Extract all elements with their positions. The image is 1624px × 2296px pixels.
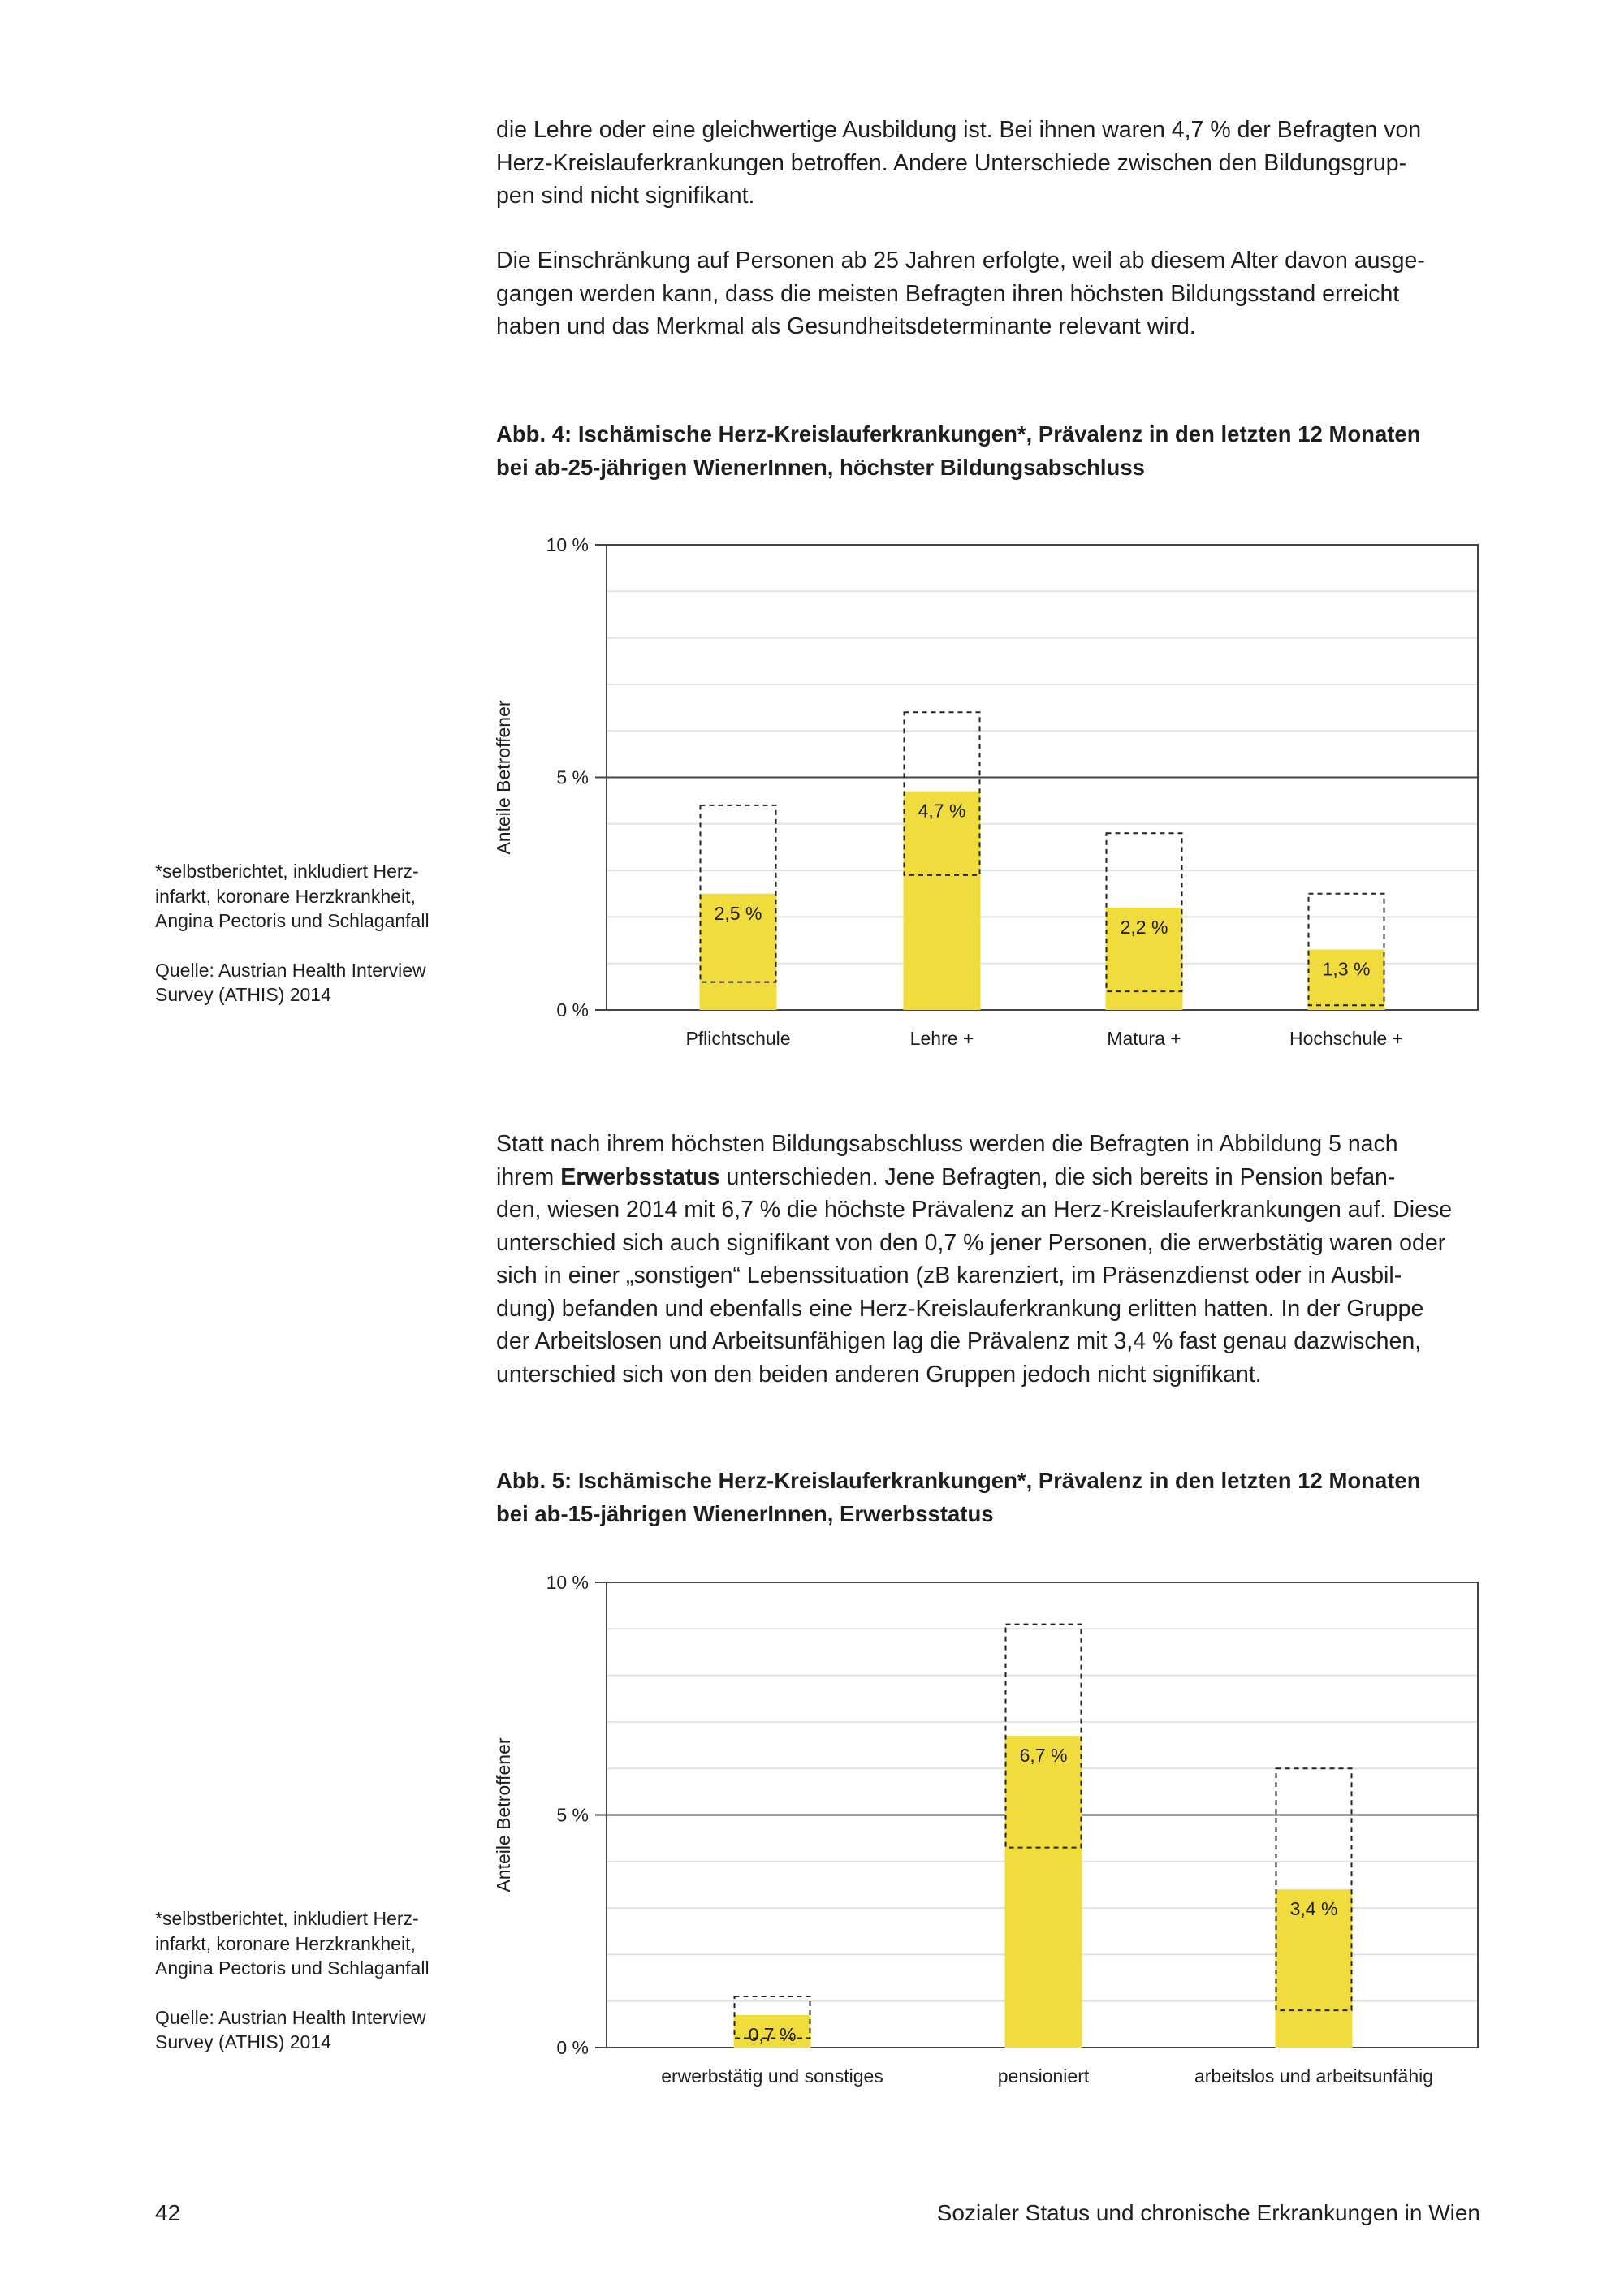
y-tick-label: 5 % [556,767,589,788]
source-line: Quelle: Austrian Health Interview [155,2006,426,2028]
figure-5-chart: 0 % 5 % 10 % Anteile Betroffener 0,7 % erwerb… [493,1572,1479,2087]
bar [1307,949,1385,1010]
text-line: sich in einer „sonstigen“ Lebenssituatio… [496,1262,1402,1288]
y-axis-label: Anteile Betroffener [493,1737,514,1892]
footnote-line: *selbstberichtet, inkludiert Herz- [155,861,419,882]
bold-term: Erwerbsstatus [560,1163,720,1190]
footnote-line: infarkt, koronare Herzkrankheit, [155,1932,416,1954]
text-line: ihrem Erwerbsstatus unterschieden. Jene … [496,1161,1483,1194]
text-line: unterschied sich von den beiden anderen … [496,1361,1262,1388]
text-span: ihrem [496,1163,561,1190]
y-tick-label: 10 % [546,1572,589,1593]
figure-4-caption: Abb. 4: Ischämische Herz-Kreislauferkran… [496,417,1495,484]
data-label: 6,7 % [1020,1745,1068,1766]
figure-5-caption: Abb. 5: Ischämische Herz-Kreislauferkran… [496,1464,1495,1530]
y-tick-label: 0 % [556,2037,589,2058]
text-span: unterschieden. Jene Befragten, die sich … [719,1163,1396,1190]
footnote-line: Angina Pectoris und Schlaganfall [155,910,430,931]
caption-line: bei ab-25-jährigen WienerInnen, höchster… [496,455,1145,480]
caption-line: Abb. 4: Ischämische Herz-Kreislauferkran… [496,421,1421,447]
x-tick-label: Matura + [1107,1028,1181,1049]
caption-line: bei ab-15-jährigen WienerInnen, Erwerbss… [496,1501,994,1526]
data-label: 2,2 % [1121,917,1168,938]
data-label: 1,3 % [1323,959,1371,980]
text-line: der Arbeitslosen und Arbeitsunfähigen la… [496,1328,1422,1354]
x-tick-label: Lehre + [910,1028,974,1049]
data-label: 0,7 % [749,2024,797,2045]
bar [1004,1736,1082,2048]
text-line: haben und das Merkmal als Gesundheitsdet… [496,313,1196,339]
text-line: Herz-Kreislauferkrankungen betroffen. An… [496,149,1407,176]
confidence-interval [1307,892,1385,1007]
text-line: gangen werden kann, dass die meisten Bef… [496,280,1400,307]
footnote-line: *selbstberichtet, inkludiert Herz- [155,1908,419,1929]
confidence-interval [903,711,981,876]
footnote-line: infarkt, koronare Herzkrankheit, [155,885,416,907]
caption-line: Abb. 5: Ischämische Herz-Kreislauferkran… [496,1468,1421,1493]
y-tick-label: 10 % [546,534,589,555]
confidence-interval [1004,1623,1082,1849]
x-tick-label: Pflichtschule [685,1028,790,1049]
bar [903,791,981,1010]
footnote-line: Angina Pectoris und Schlaganfall [155,1957,430,1979]
x-tick-label: erwerbstätig und sonstiges [661,2065,883,2087]
x-tick-label: pensioniert [998,2065,1090,2087]
bar [699,893,777,1010]
source-line: Survey (ATHIS) 2014 [155,2031,331,2052]
bar [733,2014,811,2048]
page-number: 42 [155,2200,181,2225]
bar [1105,907,1183,1010]
confidence-interval [1105,832,1183,993]
confidence-interval [733,1995,811,2039]
bar [1275,1889,1353,2048]
source-line: Survey (ATHIS) 2014 [155,984,331,1005]
text-line: dung) befanden und ebenfalls eine Herz-K… [496,1295,1424,1322]
text-line: Die Einschränkung auf Personen ab 25 Jah… [496,248,1425,274]
text-line: den, wiesen 2014 mit 6,7 % die höchste P… [496,1197,1453,1223]
y-tick-label: 0 % [556,999,589,1021]
sidenote-1: *selbstberichtet, inkludiert Herz- infar… [155,859,480,1008]
data-label: 2,5 % [715,903,762,924]
footer-title: Sozialer Status und chronische Erkrankun… [936,2200,1480,2225]
sidenote-2: *selbstberichtet, inkludiert Herz- infar… [155,1906,480,2055]
paragraph-2: Die Einschränkung auf Personen ab 25 Jah… [496,244,1483,343]
text-line: unterschied sich auch signifikant von de… [496,1229,1446,1256]
text-line: Statt nach ihrem höchsten Bildungsabschl… [496,1131,1398,1157]
x-tick-label: Hochschule + [1289,1028,1403,1049]
data-label: 4,7 % [918,801,966,822]
figure-4-chart: 0 % 5 % 10 % Anteile Betroffener 2,5 % Pflich… [493,534,1479,1049]
paragraph-1: die Lehre oder eine gleichwertige Ausbil… [496,114,1483,213]
confidence-interval [1275,1767,1353,2012]
x-tick-label: arbeitslos und arbeitsunfähig [1194,2065,1433,2087]
confidence-interval [699,804,777,983]
y-axis-label: Anteile Betroffener [493,700,514,854]
paragraph-3: Statt nach ihrem höchsten Bildungsabschl… [496,1128,1483,1391]
data-label: 3,4 % [1290,1898,1338,1919]
y-tick-label: 5 % [556,1805,589,1826]
text-line: pen sind nicht signifikant. [496,183,755,209]
text-line: die Lehre oder eine gleichwertige Ausbil… [496,117,1422,143]
source-line: Quelle: Austrian Health Interview [155,959,426,981]
